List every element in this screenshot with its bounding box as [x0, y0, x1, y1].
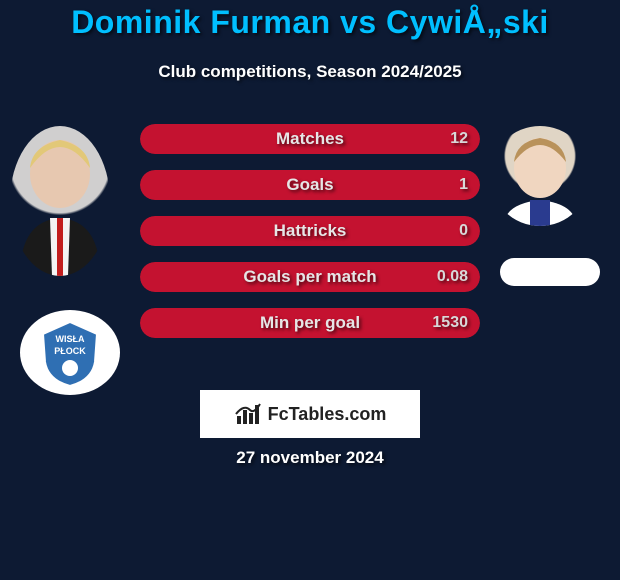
stat-value: 0: [459, 216, 468, 246]
svg-text:PŁOCK: PŁOCK: [54, 346, 86, 356]
page-subtitle: Club competitions, Season 2024/2025: [0, 62, 620, 82]
stat-value: 1: [459, 170, 468, 200]
comparison-card: Dominik Furman vs CywiÅ„ski Club competi…: [0, 0, 620, 580]
stat-row: Min per goal1530: [140, 308, 480, 338]
date-label: 27 november 2024: [0, 448, 620, 468]
chart-icon: [234, 400, 262, 428]
stat-row: Goals per match0.08: [140, 262, 480, 292]
stat-label: Goals per match: [140, 262, 480, 292]
club-left-badge: WISŁA PŁOCK: [20, 310, 120, 395]
stat-value: 12: [450, 124, 468, 154]
player-right-icon: [490, 126, 590, 226]
svg-text:WISŁA: WISŁA: [56, 334, 85, 344]
stat-row: Hattricks0: [140, 216, 480, 246]
stat-bars: Matches12 Goals1 Hattricks0 Goals per match…: [140, 124, 480, 354]
brand-box: FcTables.com: [200, 390, 420, 438]
stat-label: Goals: [140, 170, 480, 200]
club-left-icon: WISŁA PŁOCK: [35, 318, 105, 388]
stat-label: Matches: [140, 124, 480, 154]
stat-label: Min per goal: [140, 308, 480, 338]
stat-row: Matches12: [140, 124, 480, 154]
player-left-avatar: [10, 126, 110, 276]
page-title: Dominik Furman vs CywiÅ„ski: [0, 4, 620, 41]
stat-value: 0.08: [437, 262, 468, 292]
brand-label: FcTables.com: [268, 404, 387, 425]
stat-value: 1530: [432, 308, 468, 338]
club-right-badge: [500, 258, 600, 286]
stat-row: Goals1: [140, 170, 480, 200]
stat-label: Hattricks: [140, 216, 480, 246]
player-right-avatar: [490, 126, 590, 226]
player-left-icon: [10, 126, 110, 276]
